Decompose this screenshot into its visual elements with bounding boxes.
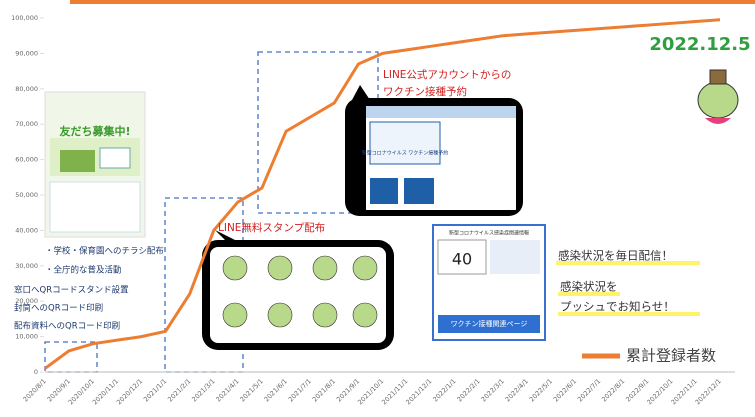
app-callout: 新型コロナウイルス ワクチン接種予約 <box>345 85 523 216</box>
y-tick-label: 80,000 <box>15 85 38 93</box>
y-tick-label: 30,000 <box>15 262 38 270</box>
y-tick-label: 40,000 <box>15 226 38 234</box>
y-tick-label: 50,000 <box>15 191 38 199</box>
annotation: LINE無料スタンプ配布 <box>218 221 325 234</box>
y-tick-label: 0 <box>34 368 38 376</box>
annotation: プッシュでお知らせ！ <box>560 300 675 314</box>
annotation: 封筒へのQRコード印刷 <box>14 303 103 314</box>
card-title: 新型コロナウイルス感染症関連情報 <box>449 230 529 237</box>
sticker-callout <box>202 230 394 350</box>
annotation: ・全庁的な普及活動 <box>45 265 122 276</box>
flyer-image: 友だち募集中! <box>45 92 145 237</box>
y-tick-label: 10,000 <box>15 333 38 341</box>
y-tick-label: 60,000 <box>15 156 38 164</box>
annotation: ワクチン接種予約 <box>383 85 467 98</box>
annotation: 感染状況を毎日配信！ <box>558 249 673 263</box>
annotation: 窓口へQRコードスタンド設置 <box>14 285 129 296</box>
card-number: 40 <box>452 250 472 269</box>
info-card: 新型コロナウイルス感染症関連情報 40 ワクチン接種関連ページ <box>433 225 545 340</box>
annotation: 感染状況を <box>560 280 618 294</box>
app-text: 新型コロナウイルス ワクチン接種予約 <box>362 150 449 157</box>
annotation: 2022.12.5 <box>649 34 750 55</box>
chart: 友だち募集中! 新型コロナウイルス ワクチン接種予約 新型コロナウイルス感染症関… <box>0 0 755 413</box>
y-tick-label: 100,000 <box>11 14 38 22</box>
y-tick-label: 70,000 <box>15 120 38 128</box>
flyer-text: 友だち募集中! <box>59 124 130 138</box>
card-button: ワクチン接種関連ページ <box>451 319 528 328</box>
annotation: LINE公式アカウントからの <box>383 68 511 81</box>
y-tick-label: 90,000 <box>15 49 38 57</box>
annotation: 配布資料へのQRコード印刷 <box>14 321 120 332</box>
legend-label: 累計登録者数 <box>626 347 716 365</box>
annotation: ・学校・保育園へのチラシ配布 <box>45 246 164 257</box>
